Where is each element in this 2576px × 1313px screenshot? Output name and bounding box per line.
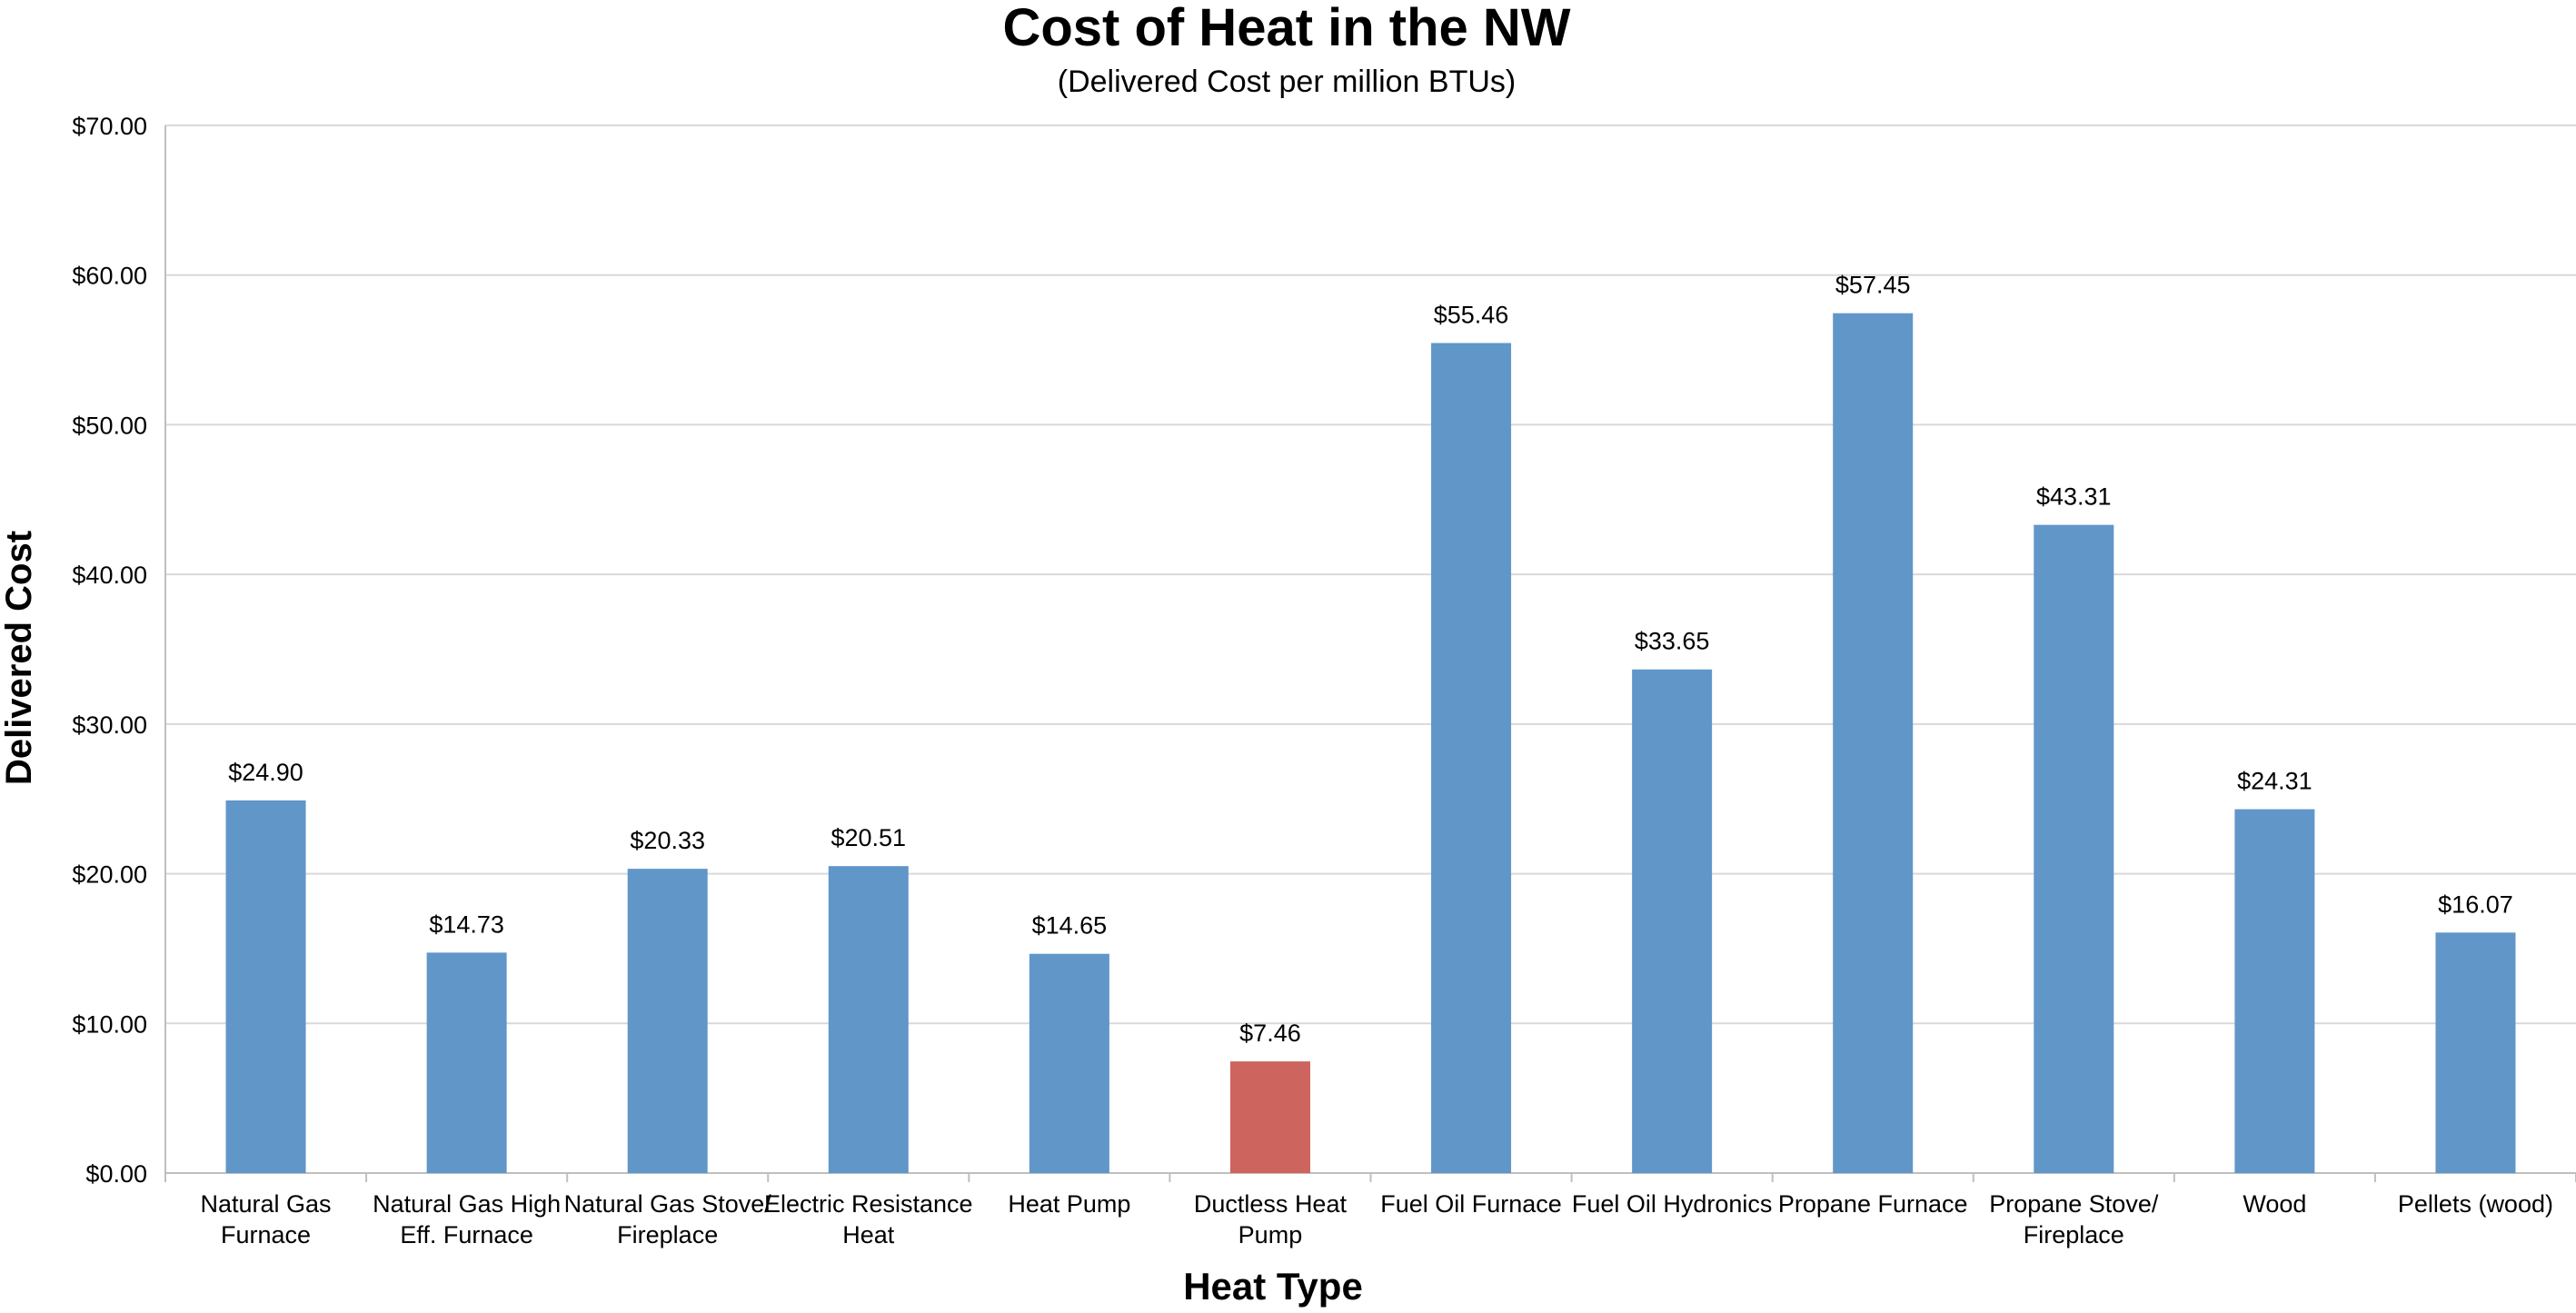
x-axis-title: Heat Type	[1183, 1265, 1363, 1308]
x-tick-label: Natural Gas Furnace	[201, 1190, 332, 1248]
bar	[2034, 524, 2114, 1173]
x-tick-label: Propane Furnace	[1778, 1190, 1968, 1218]
y-tick-label: $20.00	[72, 861, 147, 889]
y-tick-label: $60.00	[72, 263, 147, 290]
data-label: $24.31	[2237, 768, 2312, 795]
data-label: $57.45	[1835, 272, 1911, 299]
y-axis-ticks: $0.00 $10.00 $20.00 $30.00 $40.00 $50.00 $60.0…	[72, 113, 147, 1188]
bar	[2234, 809, 2315, 1173]
bar	[1632, 669, 1713, 1173]
data-label: $20.51	[830, 824, 906, 851]
y-tick-label: $50.00	[72, 412, 147, 439]
bar	[1029, 953, 1109, 1173]
bar	[426, 952, 507, 1173]
y-tick-label: $10.00	[72, 1010, 147, 1038]
bar	[828, 866, 909, 1173]
data-label: $16.07	[2438, 890, 2513, 918]
x-tick-label: Wood	[2243, 1190, 2306, 1218]
x-tick-label: Fuel Oil Furnace	[1380, 1190, 1562, 1218]
bar	[1229, 1061, 1310, 1173]
x-tick-label: Electric Resistance Heat	[764, 1190, 973, 1248]
data-label: $43.31	[2036, 483, 2112, 511]
y-tick-label: $70.00	[72, 113, 147, 140]
data-labels: $24.90 $14.73 $20.33 $20.51 $14.65 $7.46 $55.4…	[228, 272, 2513, 1047]
x-tick-label: Natural Gas High Eff. Furnace	[373, 1190, 561, 1248]
x-axis-ticks: Natural Gas Furnace Natural Gas High Eff. F…	[201, 1190, 2553, 1248]
bar	[225, 800, 306, 1173]
data-label: $14.65	[1032, 912, 1108, 940]
x-tick-label: Fuel Oil Hydronics	[1572, 1190, 1773, 1218]
bar	[2435, 932, 2516, 1173]
gridlines	[164, 124, 2576, 1182]
y-axis-title: Delivered Cost	[0, 531, 39, 785]
bar	[627, 869, 708, 1173]
data-label: $24.90	[228, 759, 303, 786]
bar	[1833, 313, 1914, 1173]
chart-subtitle: (Delivered Cost per million BTUs)	[1058, 65, 1516, 99]
x-tick-label: Ductless Heat Pump	[1194, 1190, 1348, 1248]
x-tick-label: Natural Gas Stove/Fireplace	[564, 1190, 772, 1248]
x-tick-label: Heat Pump	[1008, 1190, 1130, 1218]
y-tick-label: $30.00	[72, 711, 147, 739]
y-tick-label: $40.00	[72, 562, 147, 589]
data-label: $14.73	[429, 910, 504, 938]
x-tick-label: Propane Stove/Fireplace	[1989, 1190, 2159, 1248]
data-label: $33.65	[1635, 628, 1710, 655]
data-label: $55.46	[1434, 301, 1509, 328]
bars	[225, 313, 2516, 1173]
data-label: $20.33	[630, 827, 705, 854]
x-tick-label: Pellets (wood)	[2398, 1190, 2553, 1218]
bar	[1431, 343, 1512, 1173]
chart-title: Cost of Heat in the NW	[1002, 0, 1570, 57]
data-label: $7.46	[1239, 1020, 1301, 1047]
y-tick-label: $0.00	[85, 1160, 147, 1188]
